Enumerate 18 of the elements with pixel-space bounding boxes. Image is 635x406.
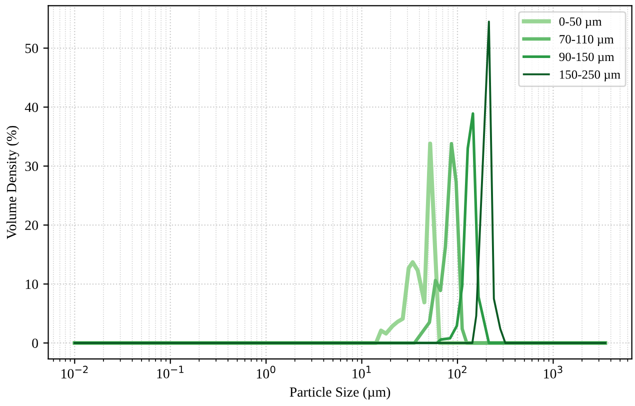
y-tick-label: 40	[24, 102, 38, 112]
x-axis-title: Particle Size (µm)	[290, 386, 390, 400]
legend-label: 0-50 µm	[559, 17, 602, 28]
x-tick-label: 10$^{−2}$	[61, 366, 88, 378]
y-tick-label: 10	[26, 280, 38, 289]
x-tick-label: 10$^{1}$	[352, 366, 371, 378]
y-tick-label: 30	[25, 162, 38, 172]
y-tick-label: 20	[25, 220, 38, 230]
y-tick-label: 50	[25, 44, 38, 54]
legend-label: 150-250 µm	[560, 70, 620, 82]
x-tick-label: 10$^{2}$	[448, 366, 466, 378]
legend-label: 90-150 µm	[559, 52, 614, 64]
y-tick-label: 0	[32, 338, 38, 348]
y-axis-title: Volume Density (%)	[6, 126, 20, 240]
x-tick-label: 10$^{0}$	[256, 366, 276, 378]
x-tick-label: 10$^{3}$	[544, 366, 562, 378]
x-tick-label: 10$^{−1}$	[157, 366, 184, 378]
legend-label: 70-110 µm	[560, 35, 614, 46]
